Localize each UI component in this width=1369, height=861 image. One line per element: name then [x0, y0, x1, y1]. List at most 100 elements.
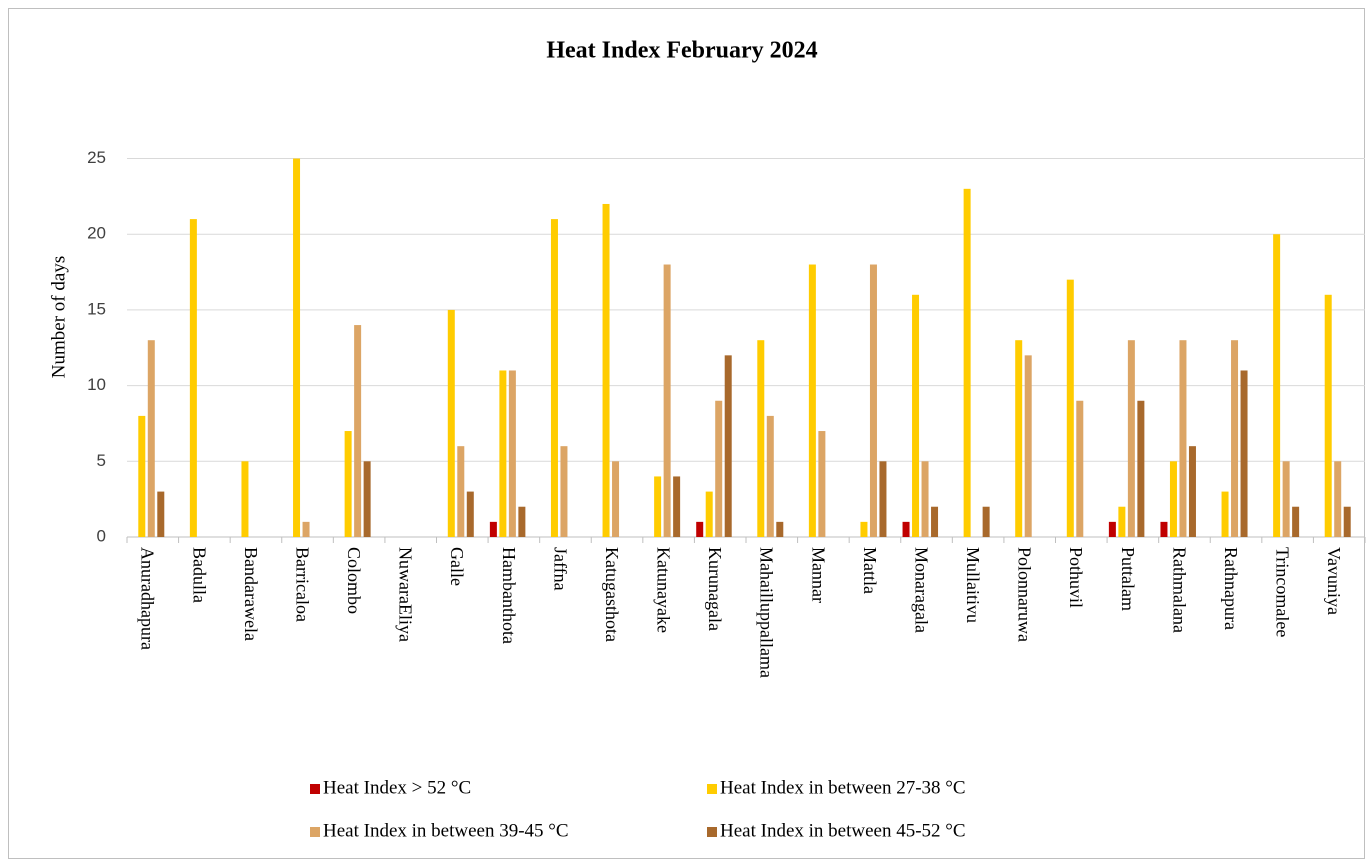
- x-tick-label: Trincomalee: [1273, 547, 1293, 637]
- bar: [776, 521, 784, 537]
- legend-label: Heat Index > 52 °C: [323, 777, 471, 798]
- x-tick-label: Kurunagala: [705, 547, 725, 631]
- bar: [818, 431, 826, 537]
- bar: [879, 461, 887, 537]
- bar: [466, 491, 474, 537]
- bar: [1343, 506, 1351, 537]
- legend-label: Heat Index in between 45-52 °C: [720, 820, 966, 841]
- y-tick-label: 25: [87, 148, 106, 167]
- x-tick-label: Rathmalana: [1169, 547, 1189, 633]
- bar: [705, 491, 713, 537]
- bar: [508, 370, 516, 537]
- y-tick-label: 5: [97, 451, 106, 470]
- bar: [1273, 234, 1281, 537]
- bar: [963, 188, 971, 538]
- bar: [757, 340, 765, 537]
- chart-frame: [8, 8, 1365, 859]
- bar: [138, 415, 146, 537]
- x-tick-label: Bandarawela: [241, 547, 261, 641]
- y-tick-label: 10: [87, 375, 106, 394]
- bar: [241, 461, 249, 537]
- bar: [1231, 340, 1239, 537]
- x-tick-label: Barricaloa: [292, 547, 312, 622]
- bar: [363, 461, 371, 537]
- bar: [1179, 340, 1187, 537]
- bar: [518, 506, 526, 537]
- legend-swatch: [707, 784, 717, 794]
- y-tick-label: 15: [87, 299, 106, 318]
- bar: [302, 521, 310, 537]
- bar: [550, 219, 558, 537]
- bar: [612, 461, 620, 537]
- bar: [808, 264, 816, 537]
- bar: [902, 521, 910, 537]
- bar: [344, 431, 352, 537]
- x-tick-label: Katugasthota: [602, 547, 622, 642]
- bar: [189, 219, 197, 537]
- legend-swatch: [707, 827, 717, 837]
- bar: [860, 521, 868, 537]
- legend-label: Heat Index in between 27-38 °C: [720, 777, 966, 798]
- x-tick-label: Anuradhapura: [138, 547, 158, 650]
- bar: [1292, 506, 1300, 537]
- bar: [1169, 461, 1177, 537]
- bar: [1282, 461, 1290, 537]
- bar: [499, 370, 507, 537]
- bar: [1127, 340, 1135, 537]
- x-tick-label: Polonnaruwa: [1015, 547, 1035, 642]
- bar: [696, 521, 704, 537]
- bar: [1188, 446, 1196, 537]
- x-tick-label: NuwaraEliya: [396, 547, 416, 642]
- x-tick-label: Katunayake: [654, 547, 674, 633]
- bar: [724, 355, 732, 537]
- bar: [1066, 279, 1074, 537]
- bar: [663, 264, 671, 537]
- bar: [766, 415, 774, 537]
- bar: [931, 506, 939, 537]
- x-tick-label: Jaffna: [550, 547, 570, 591]
- bar: [1137, 400, 1145, 537]
- legend-swatch: [310, 827, 320, 837]
- legend-swatch: [310, 784, 320, 794]
- bar: [982, 506, 990, 537]
- bar: [1160, 521, 1168, 537]
- bar: [921, 461, 929, 537]
- chart-title: Heat Index February 2024: [546, 38, 817, 64]
- bar: [1324, 294, 1332, 537]
- legend-label: Heat Index in between 39-45 °C: [323, 820, 569, 841]
- bar: [912, 294, 920, 537]
- bar: [673, 476, 681, 537]
- x-tick-label: Galle: [447, 547, 467, 586]
- bar: [354, 325, 362, 537]
- y-axis-label: Number of days: [48, 256, 69, 378]
- x-tick-label: Badulla: [189, 547, 209, 603]
- x-tick-label: Mahailluppallama: [757, 547, 777, 678]
- bar: [457, 446, 465, 537]
- bar: [1108, 521, 1116, 537]
- x-tick-label: Colombo: [344, 547, 364, 614]
- bar: [1076, 400, 1084, 537]
- x-tick-label: Puttalam: [1118, 547, 1138, 611]
- bar: [447, 309, 455, 537]
- bar: [602, 203, 610, 537]
- x-tick-label: Mullaitivu: [963, 547, 983, 623]
- x-tick-label: Pothuvil: [1066, 547, 1086, 608]
- x-tick-label: Hambanthota: [499, 547, 519, 644]
- bar: [715, 400, 723, 537]
- x-tick-label: Mattla: [860, 547, 880, 594]
- bar: [147, 340, 155, 537]
- bar: [869, 264, 877, 537]
- bar: [1240, 370, 1248, 537]
- y-tick-label: 20: [87, 224, 106, 243]
- y-tick-label: 0: [97, 526, 106, 545]
- x-tick-label: Vavuniya: [1324, 547, 1344, 615]
- bar: [1221, 491, 1229, 537]
- bar: [489, 521, 497, 537]
- bar: [1015, 340, 1023, 537]
- x-tick-label: Mannar: [808, 547, 828, 603]
- bar: [157, 491, 165, 537]
- bar: [654, 476, 662, 537]
- x-tick-label: Monaragala: [911, 547, 931, 633]
- bar: [1118, 506, 1126, 537]
